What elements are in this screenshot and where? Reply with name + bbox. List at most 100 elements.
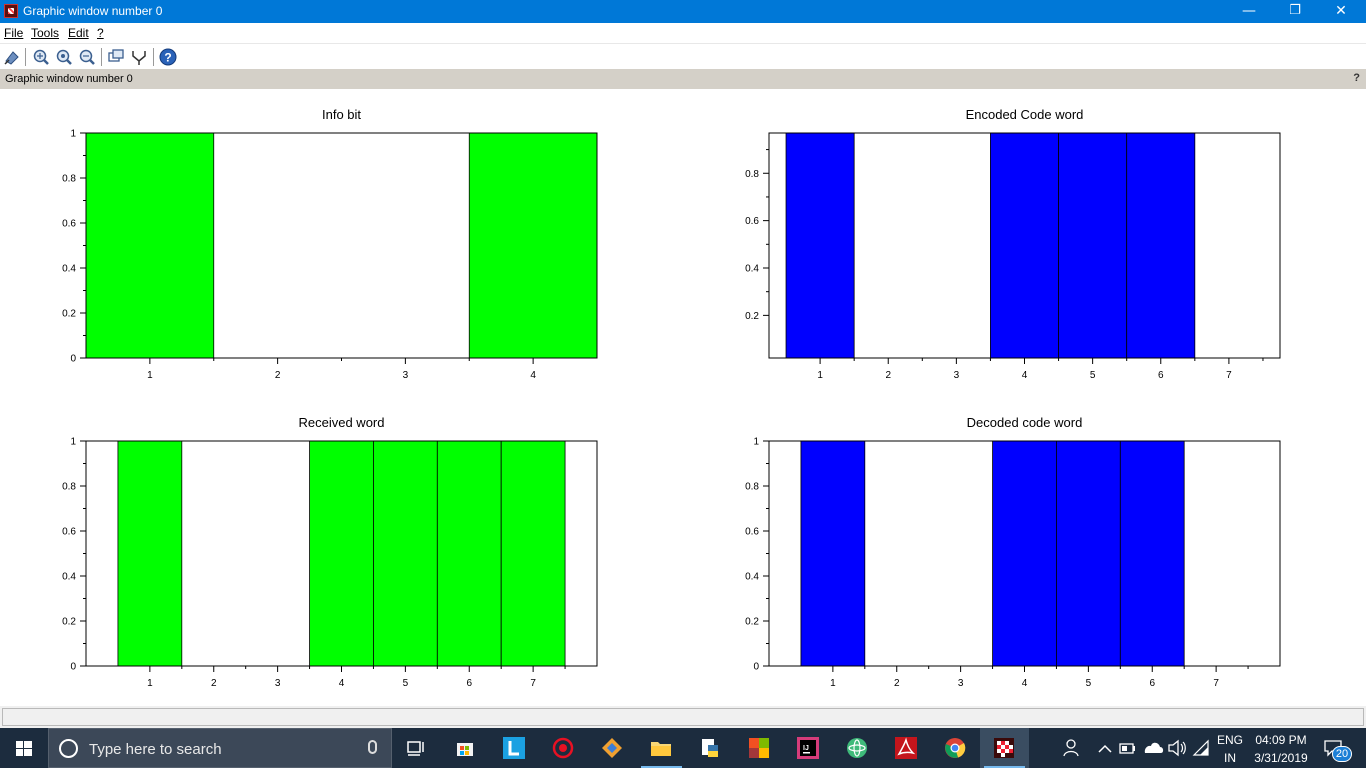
intellij-icon: IJ — [797, 737, 819, 759]
svg-text:IJ: IJ — [803, 745, 809, 752]
plot-2-xtick-label: 6 — [1158, 370, 1164, 381]
plot-1-ytick-label: 0.6 — [62, 219, 76, 230]
taskbar-search[interactable]: Type here to search — [48, 728, 392, 768]
app-red-button[interactable] — [539, 728, 588, 768]
scilab-taskbar-button[interactable] — [980, 728, 1029, 768]
search-placeholder: Type here to search — [89, 741, 222, 758]
store-button[interactable] — [441, 728, 490, 768]
plot-1-ytick-label: 0.4 — [62, 264, 76, 275]
restore-button[interactable]: ❐ — [1289, 3, 1301, 18]
zoom-area-icon[interactable] — [55, 48, 73, 66]
plot-3-xtick-label: 5 — [403, 678, 409, 689]
taskbar: Type here to search — [0, 728, 1366, 768]
plot-1-xtick-label: 1 — [147, 370, 153, 381]
language-region: IN — [1224, 751, 1236, 765]
notification-count-badge: 20 — [1332, 746, 1352, 762]
plot-3-xtick-label: 4 — [339, 678, 345, 689]
action-center-button[interactable]: 20 — [1318, 728, 1358, 768]
menu-tools[interactable]: Tools — [31, 26, 60, 40]
wifi-icon[interactable] — [1190, 728, 1212, 768]
plot-2-xtick-label: 4 — [1022, 370, 1028, 381]
toolbar-separator — [101, 48, 102, 66]
plot-1-ytick-label: 0.8 — [62, 174, 76, 185]
acrobat-button[interactable] — [882, 728, 931, 768]
windows-start-icon[interactable] — [0, 728, 48, 768]
plot-1-xtick-label: 3 — [403, 370, 409, 381]
app-l-button[interactable] — [490, 728, 539, 768]
minimize-button[interactable]: — — [1242, 3, 1256, 19]
zoom-in-icon[interactable] — [32, 48, 50, 66]
language-code: ENG — [1216, 733, 1243, 747]
office-button[interactable] — [735, 728, 784, 768]
plot-4-xtick-label: 5 — [1086, 678, 1092, 689]
clock-time: 04:09 PM — [1255, 733, 1307, 747]
clock[interactable]: 04:09 PM 3/31/2019 — [1250, 728, 1312, 768]
chrome-icon — [945, 738, 966, 758]
task-view-button[interactable] — [392, 728, 441, 768]
file-explorer-icon — [651, 742, 671, 756]
python-button[interactable] — [686, 728, 735, 768]
volume-icon[interactable] — [1166, 728, 1188, 768]
acrobat-icon — [895, 737, 917, 759]
git-button[interactable] — [588, 728, 637, 768]
plot-2-ytick-label: 0.6 — [745, 216, 759, 227]
store-icon — [457, 743, 473, 756]
task-view-icon — [407, 741, 424, 756]
notification-icon — [1324, 740, 1342, 757]
close-button[interactable]: ✕ — [1335, 3, 1347, 19]
battery-icon[interactable] — [1118, 728, 1138, 768]
plot-4-xtick-label: 4 — [1022, 678, 1028, 689]
graphic-canvas[interactable]: Info bit 1 2 3 4 0 0.2 0.4 0.6 0.8 1 Encoded Code w… — [0, 89, 1366, 706]
plot-4-ytick-label: 0.4 — [745, 572, 759, 583]
chevron-up-icon[interactable] — [1096, 728, 1114, 768]
rotate-icon[interactable] — [107, 48, 125, 66]
plot-1-ytick-label: 0 — [70, 354, 76, 365]
language-indicator[interactable]: ENG IN — [1214, 728, 1246, 768]
datatip-icon[interactable] — [3, 48, 21, 66]
onedrive-icon[interactable] — [1141, 728, 1165, 768]
status-bar — [0, 706, 1366, 728]
scilab-app-icon — [4, 4, 18, 18]
chrome-button[interactable] — [931, 728, 980, 768]
plot-2-xtick-label: 5 — [1090, 370, 1096, 381]
plot-3-bar-6 — [436, 440, 502, 667]
plot-3-title: Received word — [299, 415, 385, 430]
info-help-button[interactable]: ? — [1353, 72, 1360, 84]
menu-help[interactable]: ? — [97, 26, 104, 40]
plot-4-xtick-label: 2 — [894, 678, 900, 689]
menu-file[interactable]: File — [4, 26, 24, 40]
plot-3-bar-4 — [309, 440, 374, 667]
plot-3-ytick-label: 0.2 — [62, 617, 76, 628]
intellij-button[interactable]: IJ — [784, 728, 833, 768]
plot-4-bar-1 — [800, 440, 866, 667]
plot-4-bar-6 — [1119, 440, 1185, 667]
plot-3-bar-7 — [500, 440, 566, 667]
edit-plot-icon[interactable] — [130, 48, 148, 66]
atom-button[interactable] — [833, 728, 882, 768]
plot-4-title: Decoded code word — [967, 415, 1083, 430]
plot-3-ytick-label: 0.4 — [62, 572, 76, 583]
plot-2-bar-5 — [1058, 132, 1128, 359]
file-explorer-button[interactable] — [637, 728, 686, 768]
plot-1-xtick-label: 4 — [530, 370, 536, 381]
plot-1-ytick-label: 0.2 — [62, 309, 76, 320]
plot-2-ytick-label: 0.4 — [745, 264, 759, 275]
plot-1-xtick-label: 2 — [275, 370, 281, 381]
plot-2-bar-1 — [785, 132, 855, 359]
app-red-icon — [552, 737, 574, 759]
plot-3-xtick-label: 3 — [275, 678, 281, 689]
plot-2-xtick-label: 1 — [817, 370, 823, 381]
people-icon[interactable] — [1058, 728, 1082, 768]
help-icon[interactable]: ? — [159, 48, 177, 66]
zoom-out-icon[interactable] — [78, 48, 96, 66]
menu-bar: File Tools Edit ? — [0, 23, 1366, 43]
title-bar: Graphic window number 0 — ❐ ✕ — [0, 0, 1366, 23]
plot-1-bar-1 — [85, 132, 215, 359]
plot-3-bar-5 — [373, 440, 438, 667]
plot-2-xtick-label: 2 — [885, 370, 891, 381]
microphone-icon[interactable] — [368, 740, 377, 754]
plots-svg: Info bit 1 2 3 4 0 0.2 0.4 0.6 0.8 1 Encoded Code w… — [62, 107, 1281, 689]
plot-3-ytick-label: 1 — [70, 437, 76, 448]
toolbar-separator — [25, 48, 26, 66]
menu-edit[interactable]: Edit — [68, 26, 89, 40]
